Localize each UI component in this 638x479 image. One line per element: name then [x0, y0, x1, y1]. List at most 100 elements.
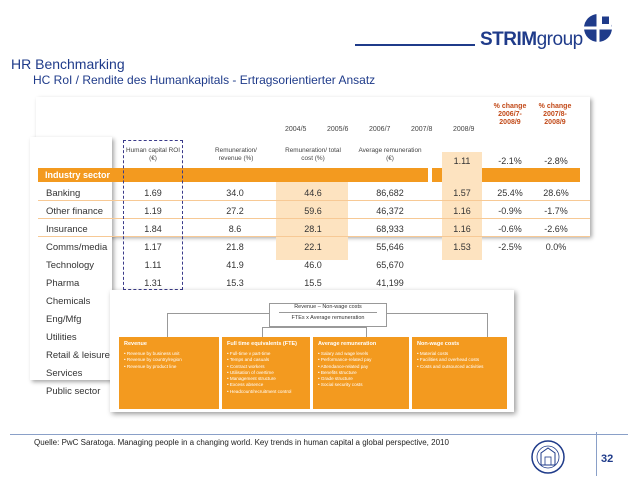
row-divider [38, 236, 590, 237]
cell-cost: 22.1 [304, 242, 322, 252]
cell-2008: 1.16 [453, 206, 471, 216]
row-label: Insurance [46, 224, 88, 235]
driver-title: Non-wage costs [417, 341, 460, 347]
cell-roi: 1.69 [144, 188, 162, 198]
cell-avg: 65,670 [376, 260, 404, 270]
cell-avg: 41,199 [376, 278, 404, 288]
cell-rev: 41.9 [226, 260, 244, 270]
cell-2008: 1.57 [453, 188, 471, 198]
cell-change-1: -2.5% [498, 242, 522, 252]
cell-rev: 21.8 [226, 242, 244, 252]
driver-item: Revenue by product line [124, 364, 214, 370]
row-label: Services [46, 368, 83, 379]
driver-box-revenue: Revenue Revenue by business unit Revenue… [119, 337, 219, 409]
cell-cost: 44.6 [304, 188, 322, 198]
logo-divider [355, 44, 475, 46]
driver-item: Costs and outsourced activities [417, 364, 502, 370]
formula-box [269, 303, 387, 327]
page-number-divider [596, 432, 597, 476]
connector [366, 327, 367, 337]
column-header-roi: Human capital ROI (€) [126, 147, 180, 162]
row-label: Retail & leisure [46, 350, 110, 361]
cell-2008: 1.11 [453, 156, 471, 166]
cell-change-2: 28.6% [543, 188, 569, 198]
year-header: 2008/9 [453, 126, 475, 133]
cell-avg: 55,646 [376, 242, 404, 252]
cell-roi: 1.84 [144, 224, 162, 234]
driver-item: Headcount/recruitment control [227, 389, 305, 395]
shaded-column [442, 152, 482, 260]
logo-light: group [536, 29, 584, 50]
driver-item: Material costs [417, 351, 502, 357]
row-label: Public sector [46, 386, 101, 397]
cell-avg: 68,933 [376, 224, 404, 234]
column-header-cost: Remuneration/ total cost (%) [285, 147, 341, 162]
cell-roi: 1.11 [144, 260, 162, 270]
cell-roi: 1.17 [144, 242, 162, 252]
formula-numerator: Revenue – Non-wage costs [294, 304, 362, 310]
row-label: Comms/media [46, 242, 108, 253]
column-header-rev: Remuneration/ revenue (%) [215, 147, 257, 162]
footer-divider [10, 434, 628, 435]
driver-item: Contract workers [227, 364, 305, 370]
row-label: Other finance [46, 206, 104, 217]
connector [167, 313, 168, 337]
slide-title: HR Benchmarking [11, 56, 125, 72]
row-label: Banking [46, 188, 81, 199]
cell-rev: 8.6 [228, 224, 242, 234]
column-header-avg: Average remuneration (€) [358, 147, 422, 162]
row-divider [38, 218, 590, 219]
cell-avg: 86,682 [376, 188, 404, 198]
cell-roi: 1.19 [144, 206, 162, 216]
driver-box-avg-remuneration: Average remuneration Salary and wage lev… [313, 337, 409, 409]
page-number: 32 [601, 453, 614, 465]
university-seal-icon [531, 440, 565, 474]
shaded-column [276, 182, 348, 260]
connector [487, 313, 488, 337]
driver-item: Revenue by business unit [124, 351, 214, 357]
cell-2008: 1.53 [453, 242, 471, 252]
cell-change-1: 25.4% [497, 188, 523, 198]
connector [167, 313, 269, 314]
row-label: Pharma [46, 278, 80, 289]
driver-item: Excess absence [227, 382, 305, 388]
driver-item: Management structure [227, 376, 305, 382]
cell-rev: 15.3 [226, 278, 244, 288]
driver-item: Revenue by country/region [124, 357, 214, 363]
driver-item: Grade structure [318, 376, 404, 382]
driver-item: Attendance-related pay [318, 364, 404, 370]
cell-cost: 15.5 [304, 278, 322, 288]
industry-sector-header: Industry sector [45, 170, 111, 180]
cell-change-1: -0.6% [498, 224, 522, 234]
row-label: Technology [46, 260, 95, 271]
cell-rev: 34.0 [226, 188, 244, 198]
cell-change-2: -2.8% [544, 156, 568, 166]
pct-change-header: % change 2007/8-2008/9 [538, 103, 572, 126]
cell-cost: 46.0 [304, 260, 322, 270]
driver-box-fte: Full time equivalents (FTE) Full-time v … [222, 337, 310, 409]
cell-cost: 28.1 [304, 224, 322, 234]
cell-change-2: 0.0% [545, 242, 567, 252]
row-label: Chemicals [46, 296, 91, 307]
driver-title: Average remuneration [318, 341, 377, 347]
row-divider [38, 200, 590, 201]
logo-strong: STRIM [480, 29, 537, 50]
crosshair-logo-icon [582, 12, 614, 44]
driver-item: Salary and wage levels [318, 351, 404, 357]
cell-roi: 1.31 [144, 278, 162, 288]
year-header: 2006/7 [369, 126, 391, 133]
cell-change-2: -2.6% [544, 224, 568, 234]
cell-rev: 27.2 [226, 206, 244, 216]
formula-denominator: FTEs x Average remuneration [291, 315, 365, 321]
driver-item: Temps and casuals [227, 357, 305, 363]
driver-item: Benefits structure [318, 370, 404, 376]
driver-box-non-wage-costs: Non-wage costs Material costs Facilities… [412, 337, 507, 409]
cell-avg: 46,372 [376, 206, 404, 216]
cell-cost: 59.6 [304, 206, 322, 216]
source-citation: Quelle: PwC Saratoga. Managing people in… [34, 438, 449, 447]
driver-item: Performance-related pay [318, 357, 404, 363]
year-header: 2007/8 [411, 126, 433, 133]
year-header: 2005/6 [327, 126, 349, 133]
cell-change-1: -0.9% [498, 206, 522, 216]
driver-title: Full time equivalents (FTE) [227, 341, 297, 347]
